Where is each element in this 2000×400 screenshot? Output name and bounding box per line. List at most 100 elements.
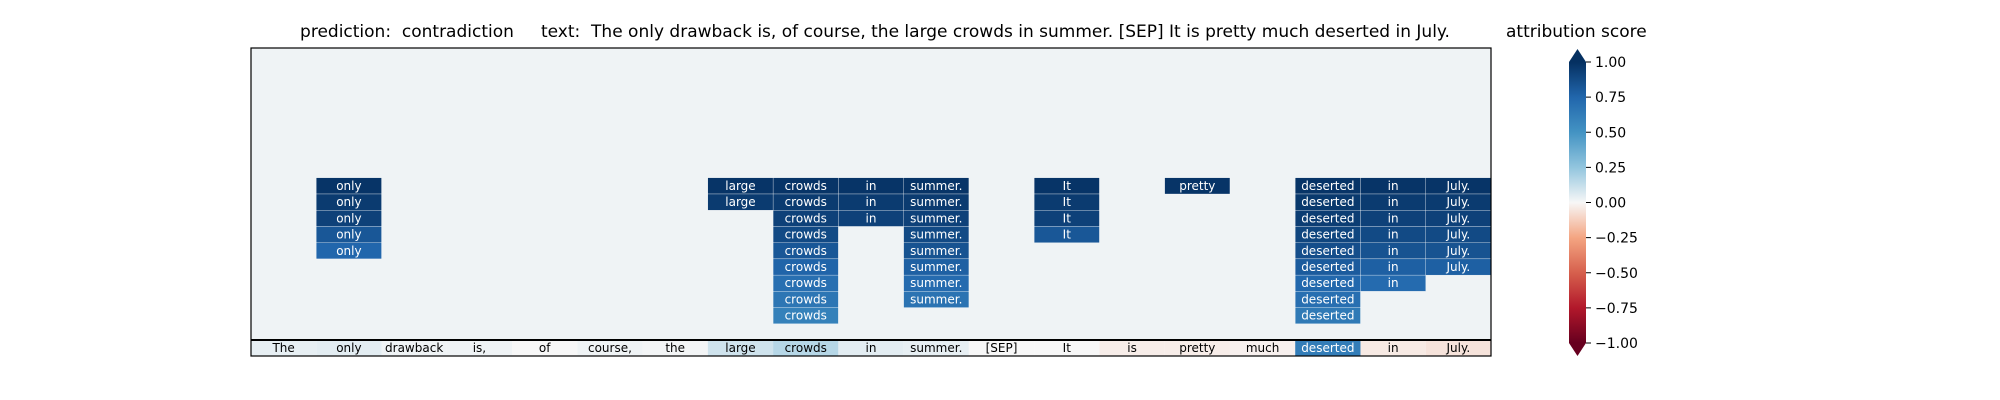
colorbar-bottom-arrow	[1569, 343, 1586, 356]
heatmap-cell	[772, 307, 839, 324]
token-cell	[642, 340, 708, 356]
cell-label: deserted	[1301, 276, 1354, 290]
cell-label: in	[1388, 244, 1399, 258]
token-cell	[512, 340, 578, 356]
colorbar-tick-label: 1.00	[1595, 55, 1626, 71]
cell-label: in	[1388, 211, 1399, 225]
colorbar-title: attribution score	[1506, 22, 1647, 42]
cell-label: summer.	[910, 276, 962, 290]
cell-label: in	[1388, 228, 1399, 242]
token-cell	[968, 340, 1035, 356]
colorbar-tick-label: −1.00	[1595, 336, 1638, 352]
cell-label: crowds	[785, 276, 827, 290]
cell-label: crowds	[785, 195, 827, 209]
token-label: in	[1388, 341, 1399, 355]
cell-label: summer.	[910, 195, 962, 209]
token-cell	[1425, 340, 1491, 356]
cell-label: deserted	[1301, 244, 1354, 258]
cell-label: in	[1388, 195, 1399, 209]
heatmap-cell	[1034, 226, 1100, 243]
cell-label: summer.	[910, 292, 962, 306]
token-cell	[838, 340, 904, 356]
heatmap-cell	[316, 242, 382, 260]
cell-label: July.	[1446, 195, 1471, 209]
token-cell	[1034, 340, 1100, 356]
token-label: only	[336, 341, 361, 355]
token-cell	[773, 340, 839, 356]
token-cell	[1360, 340, 1426, 356]
token-label: is	[1127, 341, 1137, 355]
colorbar-bar	[1569, 62, 1586, 343]
cell-label: crowds	[785, 309, 827, 323]
cell-label: July.	[1446, 244, 1471, 258]
cell-label: only	[336, 195, 361, 209]
colorbar: 1.00 0.75 0.50 0.25 0.00 −0.25 −0.50 −0.75 −1.00	[1569, 49, 1638, 356]
cell-label: It	[1063, 179, 1072, 193]
cell-label: in	[1388, 276, 1399, 290]
token-label: is,	[473, 341, 486, 355]
token-label: [SEP]	[986, 341, 1018, 355]
cell-label: It	[1063, 211, 1072, 225]
colorbar-tick-label: −0.25	[1595, 231, 1638, 247]
heatmap-cell	[1360, 274, 1426, 292]
colorbar-tick-label: 0.25	[1595, 160, 1626, 176]
cell-label: only	[336, 244, 361, 258]
token-cell	[316, 340, 382, 356]
cell-label: It	[1063, 228, 1072, 242]
cell-label: crowds	[785, 244, 827, 258]
cell-label: deserted	[1301, 211, 1354, 225]
cell-label: summer.	[910, 228, 962, 242]
token-cell	[251, 340, 317, 356]
cell-label: July.	[1446, 179, 1471, 193]
cell-label: in	[866, 179, 877, 193]
token-label: summer.	[910, 341, 962, 355]
colorbar-top-arrow	[1569, 49, 1586, 62]
token-label: The	[271, 341, 294, 355]
token-cell	[1164, 340, 1230, 356]
prediction-value: contradiction	[401, 22, 514, 42]
chart-title: prediction: contradiction text: The only…	[250, 22, 1500, 42]
cell-label: only	[336, 228, 361, 242]
token-label: the	[665, 341, 685, 355]
cell-label: large	[725, 179, 755, 193]
token-cell	[1295, 340, 1361, 356]
token-label: much	[1246, 341, 1280, 355]
token-label: deserted	[1301, 341, 1354, 355]
token-label: It	[1063, 341, 1072, 355]
cell-label: deserted	[1301, 228, 1354, 242]
token-label: large	[725, 341, 755, 355]
cell-label: in	[1388, 260, 1399, 274]
cell-label: pretty	[1179, 179, 1215, 193]
cell-label: deserted	[1301, 179, 1354, 193]
cell-label: crowds	[785, 179, 827, 193]
cell-label: summer.	[910, 260, 962, 274]
cell-label: only	[336, 211, 361, 225]
cell-label: summer.	[910, 179, 962, 193]
token-label: July.	[1446, 341, 1471, 355]
cell-label: in	[1388, 179, 1399, 193]
cell-label: deserted	[1301, 292, 1354, 306]
plot-frame	[250, 47, 1492, 357]
cell-label: large	[725, 195, 755, 209]
cell-label: July.	[1446, 260, 1471, 274]
token-cell	[1099, 340, 1165, 356]
colorbar-tick-label: −0.75	[1595, 301, 1638, 317]
token-label: in	[866, 341, 877, 355]
token-cell	[577, 340, 643, 356]
cell-label: crowds	[785, 211, 827, 225]
cell-label: deserted	[1301, 309, 1354, 323]
heatmap-cell	[1295, 307, 1361, 324]
token-cell	[903, 340, 969, 356]
cell-label: summer.	[910, 244, 962, 258]
colorbar-tick-label: −0.50	[1595, 266, 1638, 282]
heatmap-plot-area: only only only only only large large crowds crow…	[250, 47, 1492, 357]
cell-label: crowds	[785, 292, 827, 306]
colorbar-tick-label: 0.75	[1595, 90, 1626, 106]
token-cell	[1229, 340, 1296, 356]
token-cell	[446, 340, 513, 356]
cell-label: crowds	[785, 228, 827, 242]
cell-label: It	[1063, 195, 1072, 209]
input-text: The only drawback is, of course, the lar…	[591, 22, 1450, 42]
heatmap-cell	[1164, 177, 1231, 195]
